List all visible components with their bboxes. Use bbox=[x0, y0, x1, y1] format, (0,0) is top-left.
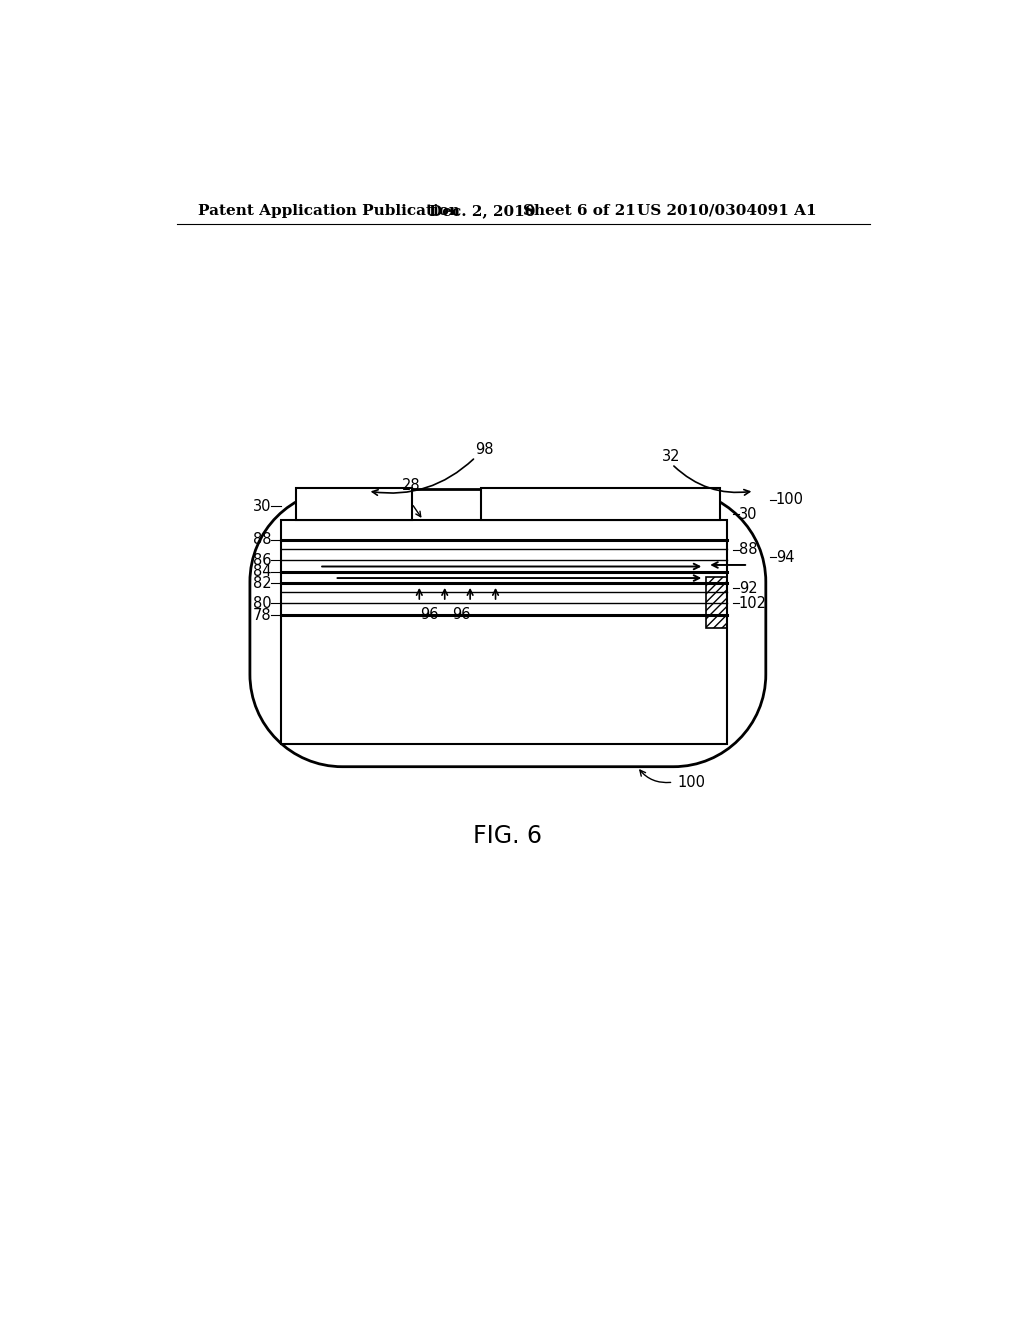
Text: 80: 80 bbox=[253, 595, 271, 611]
Text: 88: 88 bbox=[253, 532, 271, 546]
Text: 30: 30 bbox=[739, 507, 758, 521]
Text: 28: 28 bbox=[402, 478, 421, 494]
Text: 88: 88 bbox=[739, 543, 758, 557]
Bar bbox=[706, 577, 727, 628]
Bar bbox=[296, 488, 412, 520]
Text: 100: 100 bbox=[776, 492, 804, 507]
Bar bbox=[281, 520, 727, 743]
PathPatch shape bbox=[250, 490, 766, 767]
Text: Patent Application Publication: Patent Application Publication bbox=[199, 203, 461, 218]
Text: 32: 32 bbox=[662, 449, 680, 463]
Text: US 2010/0304091 A1: US 2010/0304091 A1 bbox=[637, 203, 817, 218]
Text: FIG. 6: FIG. 6 bbox=[473, 824, 543, 847]
Bar bbox=[481, 488, 720, 520]
Text: 96: 96 bbox=[420, 607, 438, 622]
Text: 98: 98 bbox=[475, 442, 494, 457]
Text: 102: 102 bbox=[739, 595, 767, 611]
Text: 78: 78 bbox=[253, 607, 271, 623]
Text: 100: 100 bbox=[677, 775, 706, 789]
Text: 86: 86 bbox=[253, 553, 271, 568]
Text: 94: 94 bbox=[776, 549, 795, 565]
Text: 96: 96 bbox=[453, 607, 471, 622]
Text: 30: 30 bbox=[253, 499, 271, 513]
Text: 82: 82 bbox=[253, 576, 271, 591]
Text: 84: 84 bbox=[253, 565, 271, 579]
Text: Sheet 6 of 21: Sheet 6 of 21 bbox=[523, 203, 636, 218]
Text: Dec. 2, 2010: Dec. 2, 2010 bbox=[429, 203, 536, 218]
Text: 92: 92 bbox=[739, 581, 758, 595]
